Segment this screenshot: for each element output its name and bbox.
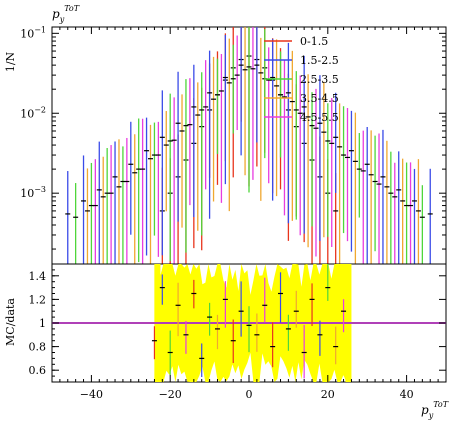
y-tick-label: 10−2 — [20, 105, 46, 120]
ratio-ylabel: MC/data — [4, 298, 17, 346]
x-tick-label: −40 — [80, 388, 103, 401]
x-tick-label: 20 — [321, 388, 335, 401]
legend-label: 3.5-4.5 — [300, 92, 339, 105]
y-tick-label: 10−3 — [20, 185, 46, 200]
x-tick-label: 0 — [246, 388, 253, 401]
ratio-panel: 0.6 0.8 1 1.2 1.4 −40 −20 0 20 40 — [29, 263, 447, 401]
main-panel: 10−3 10−2 10−1 0-1.5 1.5-2.5 2.5-3.5 3.5-4.5 4.… — [20, 25, 447, 265]
ratio-y-tick-label: 0.6 — [29, 364, 47, 377]
series-2.5-3.5 — [73, 27, 425, 264]
y-tick-label: 10−1 — [20, 25, 46, 40]
x-tick-label: −20 — [159, 388, 182, 401]
x-axis-label: pyToT — [421, 400, 449, 420]
series-3.5-4.5 — [84, 27, 421, 264]
legend-label: 0-1.5 — [300, 35, 328, 48]
series-1.5-2.5 — [65, 27, 433, 264]
ratio-y-tick-label: 1.2 — [29, 293, 47, 306]
ratio-y-tick-label: 1 — [39, 317, 46, 330]
legend-label: 2.5-3.5 — [300, 73, 339, 86]
legend-label: 4.5-5.5 — [300, 111, 339, 124]
ratio-y-tick-label: 1.4 — [29, 270, 47, 283]
x-tick-label: 40 — [400, 388, 414, 401]
main-ylabel: 1/N — [4, 51, 17, 72]
ratio-y-tick-label: 0.8 — [29, 341, 47, 354]
main-title: pyToT — [52, 4, 80, 24]
series-4.5-5.5 — [92, 27, 414, 264]
legend: 0-1.5 1.5-2.5 2.5-3.5 3.5-4.5 4.5-5.5 — [264, 35, 339, 124]
legend-label: 1.5-2.5 — [300, 54, 339, 67]
